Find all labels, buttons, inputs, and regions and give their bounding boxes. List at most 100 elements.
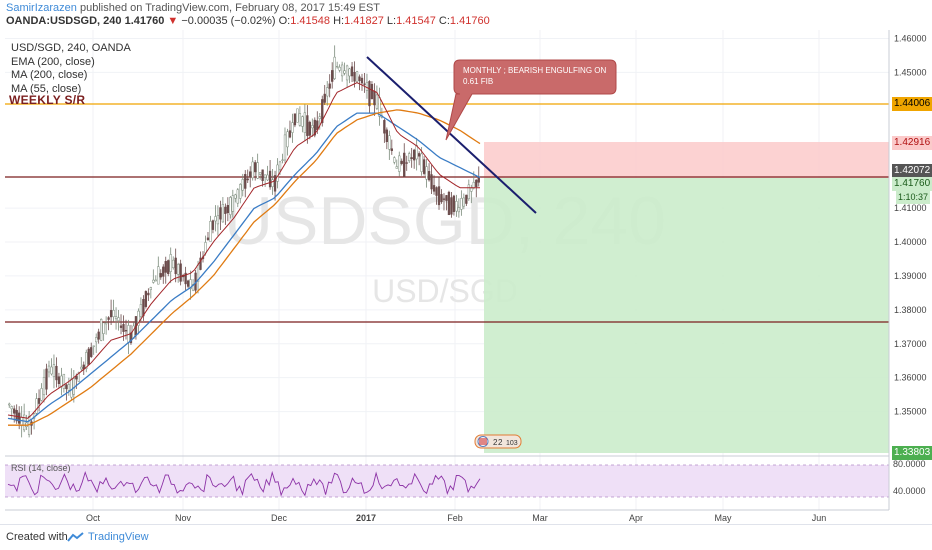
last-price-tag: 1.41760 [892,177,932,191]
annotation-text-2: 0.61 FIB [463,77,493,86]
candle-body [152,279,155,283]
x-tick-label: Apr [629,513,643,523]
y-tick-label: 1.39000 [894,271,927,281]
candle-body [467,184,470,200]
candle-body [219,207,222,220]
candle-body [323,93,326,103]
candle-body [144,291,148,307]
candle-body [97,331,100,340]
candle-body [263,174,267,178]
candle-body [363,83,366,85]
badge-count-c: 103 [506,440,518,447]
candle-body [375,94,379,109]
tradingview-brand-link[interactable]: TradingView [88,531,149,543]
ohlc-bar: OANDA:USDSGD, 240 1.41760 ▼ −0.00035 (−0… [6,15,490,27]
series-ma-200-close- [8,109,481,426]
candle-body [430,174,433,190]
candle-body [149,287,152,290]
candle-body [95,337,98,343]
candle-body [345,65,349,81]
candle-body [114,316,118,320]
weekly-sr-label: WEEKLY S/R [9,93,86,107]
candle-body [326,87,329,97]
candle-body [425,166,428,180]
candle-body [174,257,177,275]
candle-body [184,272,187,285]
candle-body [221,204,225,223]
close-label: C: [438,15,450,27]
bearish-trendline[interactable] [366,56,537,214]
legend-ma200[interactable]: MA (200, close) [11,69,88,81]
candle-body [477,177,480,183]
candle-body [318,116,321,119]
candle-body [261,169,264,182]
candle-body [291,122,294,133]
candle-body [460,198,463,210]
candle-body [13,408,16,414]
footer: Created with TradingView [0,524,932,550]
badge-count-a: 2 [493,438,498,447]
candle-body [365,82,369,91]
annotation-callout[interactable] [445,59,617,141]
candle-body [462,197,466,207]
annotation-text-1: MONTHLY ; BEARISH ENGULFING ON [463,66,607,75]
price-axis[interactable]: 1.46000 1.45000 1.41000 1.40000 1.39000 1.380… [894,33,927,416]
candle-body [37,398,41,404]
candle-body [209,221,212,242]
candle-body [40,388,43,401]
candle-body [15,410,18,422]
entry-price-tag: 1.42072 [892,164,932,178]
candle-body [65,384,68,390]
candle-body [172,259,175,269]
candle-body [109,310,113,318]
candle-body [55,365,58,381]
candle-body [278,161,282,170]
candles [8,45,480,438]
candle-body [244,174,247,189]
time-axis[interactable]: Oct Nov Dec 2017 Feb Mar Apr May Jun [86,513,826,523]
candle-body [427,171,431,181]
candle-body [60,375,63,387]
candle-body [229,197,232,215]
legend-ma55[interactable]: MA (55, close) [11,82,82,95]
candle-body [470,187,473,192]
events-badge[interactable]: 2 2 103 [474,434,522,449]
candle-body [100,319,103,341]
stop-loss-zone[interactable] [484,142,889,178]
low-value: 1.41547 [396,15,436,27]
close-value: 1.41760 [449,15,490,27]
candle-body [432,185,436,192]
candle-body [311,125,314,129]
candle-body [447,191,451,216]
author-link[interactable]: SamirIzarazen [6,2,77,14]
candle-body [62,373,66,389]
x-tick-label: Oct [86,513,101,523]
candle-body [226,205,230,214]
target-price-tag: 1.33803 [892,446,932,460]
candle-body [254,162,257,173]
legend-ema200[interactable]: EMA (200, close) [11,55,95,68]
candle-body [350,66,354,77]
candle-body [301,116,304,127]
candle-body [241,179,244,191]
candle-body [348,68,351,77]
candle-body [169,254,172,272]
candle-body [413,149,416,161]
candle-body [286,131,289,148]
candle-body [445,195,448,201]
candle-body [370,84,374,100]
candle-body [167,260,170,274]
y-tick-label: 1.46000 [894,33,927,43]
candle-body [331,70,334,82]
candle-body [353,71,356,82]
profit-target-zone[interactable] [484,178,889,453]
candle-body [47,365,51,373]
countdown-tag: 1:10:37 [896,190,931,204]
y-tick-label: 1.37000 [894,339,927,349]
change-arrow: ▼ [167,15,179,27]
candle-body [239,184,242,199]
candle-body [216,215,220,225]
candle-body [283,134,287,161]
weekly-sr-price-tag: 1.44006 [892,97,932,111]
